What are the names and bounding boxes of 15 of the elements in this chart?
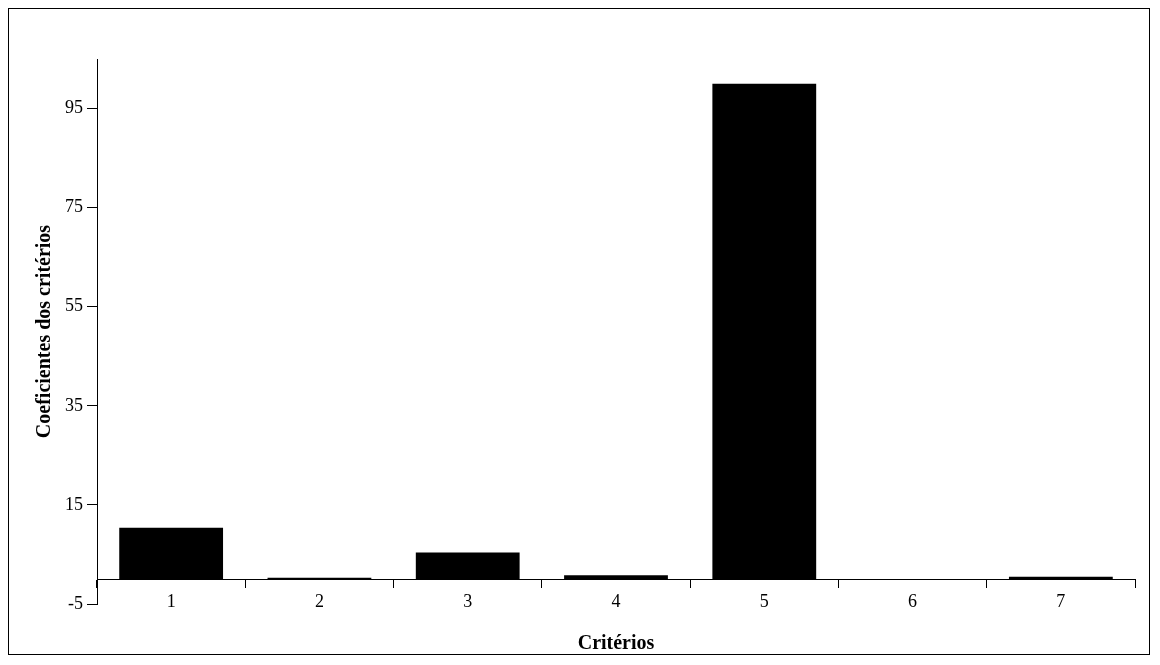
y-tick-label: -5 (68, 592, 83, 613)
x-tick-label: 3 (463, 590, 473, 611)
y-tick-label: 15 (65, 493, 83, 514)
y-tick-label: 55 (65, 295, 83, 316)
y-tick-label: 95 (65, 97, 83, 118)
x-tick-label: 4 (611, 590, 621, 611)
x-tick-label: 1 (166, 590, 176, 611)
x-axis-title: Critérios (577, 631, 655, 654)
y-tick-label: 35 (65, 394, 83, 415)
x-tick-label: 2 (314, 590, 324, 611)
y-axis-title: Coeficientes dos critérios (32, 224, 55, 439)
x-tick-label: 5 (759, 590, 769, 611)
x-tick-label: 7 (1056, 590, 1066, 611)
x-tick-label: 6 (908, 590, 918, 611)
y-tick-label: 75 (65, 196, 83, 217)
